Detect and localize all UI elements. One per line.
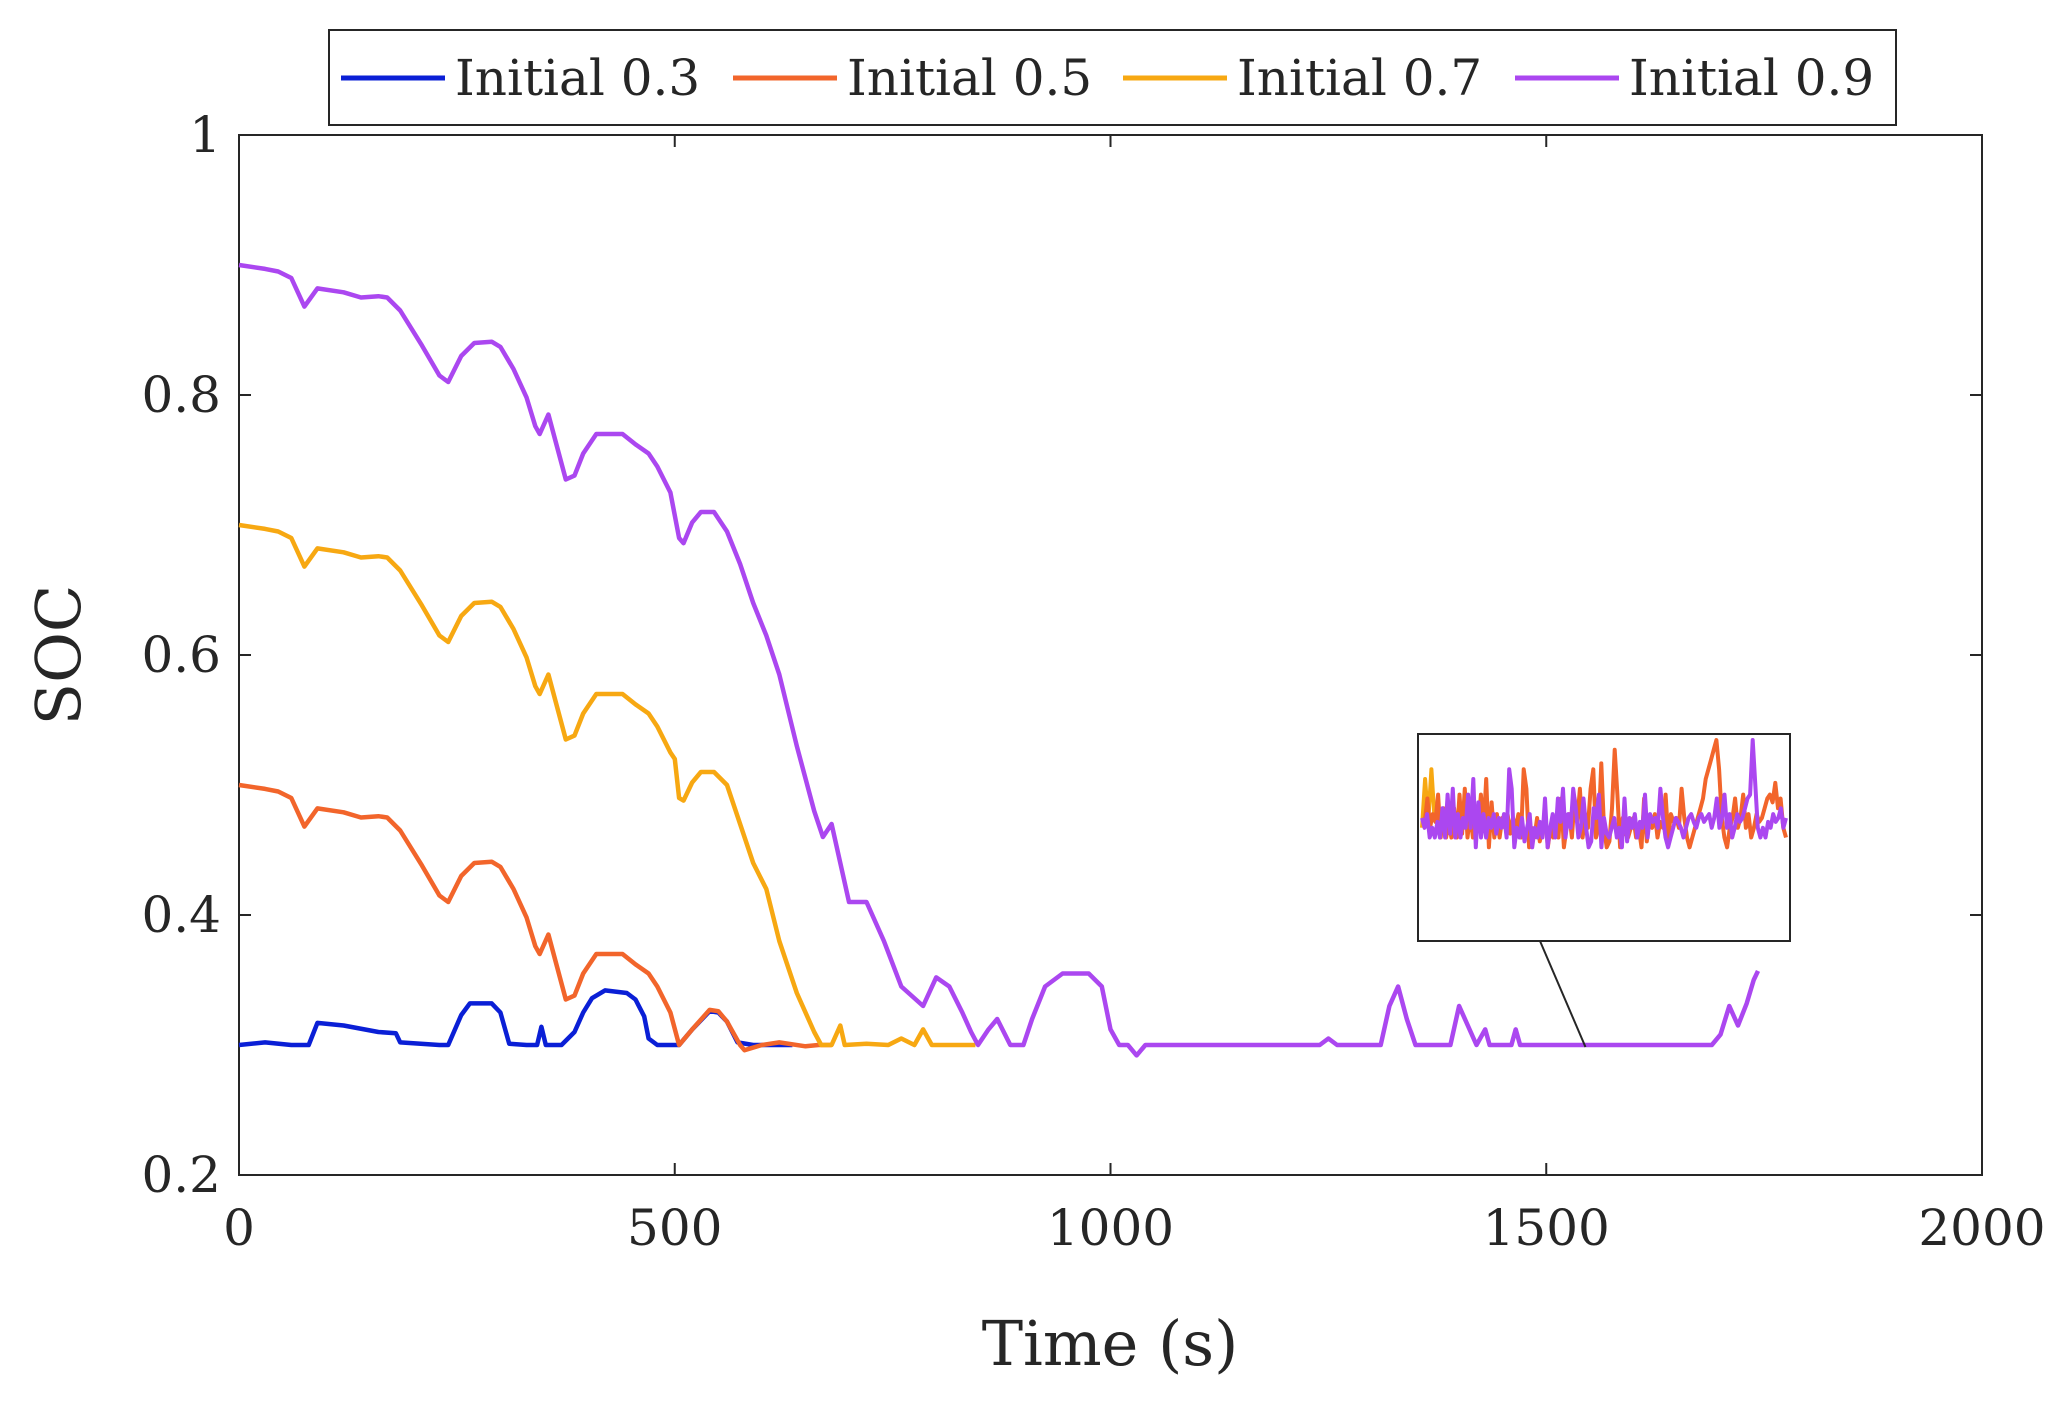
x-tick-label: 1000 [1047,1199,1174,1257]
y-tick-label: 0.6 [141,626,221,684]
x-tick-label: 1500 [1483,1199,1610,1257]
legend-label-initial-0.7: Initial 0.7 [1237,49,1482,107]
y-tick-label: 0.2 [141,1146,221,1204]
inset-leader-line [1539,940,1587,1048]
inset-series-line-initial-0.9 [1420,738,1788,850]
legend-box [328,29,1897,126]
legend-label-initial-0.5: Initial 0.5 [847,49,1092,107]
series-line-initial-0.5 [238,782,832,1053]
x-tick-label: 2000 [1918,1199,2045,1257]
x-tick-label: 0 [223,1199,255,1257]
legend: Initial 0.3 Initial 0.5 Initial 0.7 Init… [328,29,1897,126]
series-layer [238,262,1761,1058]
inset-panel [1417,733,1791,1048]
series-line-initial-0.7 [238,522,976,1048]
y-tick-label: 1 [189,106,221,164]
x-tick-label: 500 [627,1199,722,1257]
x-axis-label: Time (s) [982,1307,1239,1380]
tick-layer: 0 500 1000 1500 2000 0.2 0.4 0.6 0.8 1 [141,106,2045,1257]
legend-label-initial-0.9: Initial 0.9 [1629,49,1874,107]
y-tick-label: 0.4 [141,886,221,944]
plot-area [238,134,1983,1176]
legend-label-initial-0.3: Initial 0.3 [455,49,700,107]
y-tick-label: 0.8 [141,366,221,424]
y-axis-label: SOC [22,585,95,726]
series-line-initial-0.9 [238,262,1761,1058]
